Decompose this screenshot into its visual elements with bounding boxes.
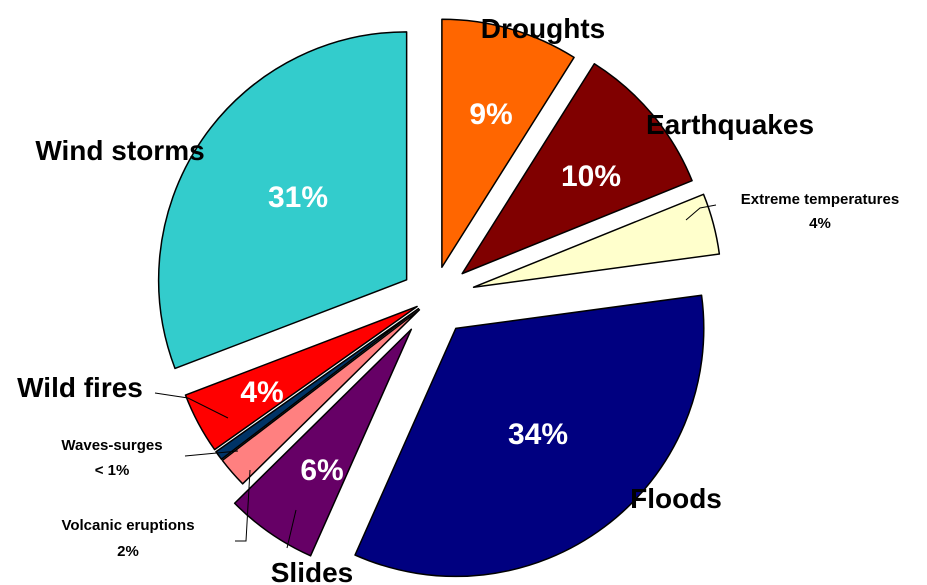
slice-value-label-wind-storms: 31% xyxy=(268,181,328,214)
slice-value-label-floods: 34% xyxy=(508,418,568,451)
pie-slice-droughts xyxy=(441,18,575,269)
slice-value-label-earthquakes: 10% xyxy=(561,160,621,193)
slice-name-label-wild-fires: Wild fires xyxy=(17,372,143,403)
leader-line-slides xyxy=(286,509,297,549)
slice-value-label-extreme-temperatures: 4% xyxy=(809,215,831,232)
slice-name-label-extreme-temperatures: Extreme temperatures xyxy=(741,191,899,208)
leader-line-volcanic-eruptions xyxy=(235,469,251,542)
slice-name-label-slides: Slides xyxy=(271,557,353,585)
slice-name-label-droughts: Droughts xyxy=(481,13,605,44)
leader-lines xyxy=(154,204,717,549)
pie-slice-extreme-temperatures xyxy=(472,193,721,288)
slice-value-label-droughts: 9% xyxy=(469,98,512,131)
pie-slice-volcanic-eruptions xyxy=(221,309,421,485)
pie-slice-wild-fires xyxy=(184,305,418,451)
pie-slice-floods xyxy=(354,294,705,578)
leader-line-waves-surges xyxy=(184,450,239,457)
pie-slice-slides xyxy=(233,328,413,557)
slice-value-label-volcanic-eruptions: 2% xyxy=(117,543,139,560)
leader-line-extreme-temperatures xyxy=(685,204,717,221)
slice-name-label-floods: Floods xyxy=(630,483,722,514)
pie-slice-waves-surges xyxy=(215,307,420,461)
slice-name-label-earthquakes: Earthquakes xyxy=(646,109,814,140)
slice-name-label-wind-storms: Wind storms xyxy=(35,135,204,166)
slice-name-label-volcanic-eruptions: Volcanic eruptions xyxy=(61,517,194,534)
slice-name-label-waves-surges: Waves-surges xyxy=(61,437,162,454)
pie-slice-earthquakes xyxy=(461,63,693,275)
pie-slice-wind-storms xyxy=(157,31,408,370)
slice-value-label-waves-surges: < 1% xyxy=(95,462,130,479)
slice-value-label-slides: 6% xyxy=(300,454,343,487)
pie-slices xyxy=(157,18,721,578)
leader-line-wild-fires xyxy=(154,392,229,419)
slice-value-label-wild-fires: 4% xyxy=(240,376,283,409)
